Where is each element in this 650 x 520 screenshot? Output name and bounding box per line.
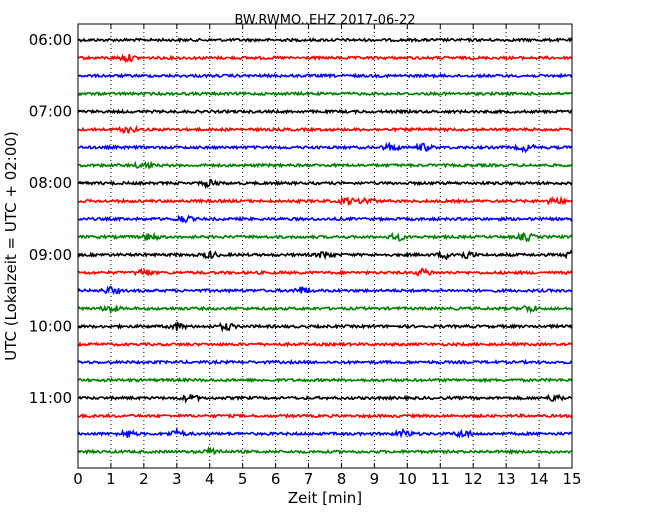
y-tick-label-3: 09:00 — [29, 246, 72, 264]
trace-1015 — [77, 341, 573, 348]
trace-0630 — [77, 72, 573, 80]
y-tick-label-5: 11:00 — [29, 389, 72, 407]
x-tick-label-4: 4 — [205, 470, 215, 488]
trace-0900 — [77, 249, 573, 261]
x-tick-label-9: 9 — [370, 470, 380, 488]
traces — [77, 37, 573, 456]
trace-0730 — [77, 141, 573, 154]
x-tick-label-14: 14 — [530, 470, 549, 488]
x-tick-label-6: 6 — [271, 470, 281, 488]
x-tick-label-3: 3 — [172, 470, 182, 488]
trace-1000 — [77, 321, 573, 333]
x-tick-label-8: 8 — [337, 470, 347, 488]
trace-0600 — [77, 37, 573, 44]
y-axis-label: UTC (Lokalzeit = UTC + 02:00) — [2, 131, 20, 361]
y-tick-label-1: 07:00 — [29, 103, 72, 121]
trace-0715 — [77, 124, 573, 134]
y-tick-label-2: 08:00 — [29, 174, 72, 192]
x-tick-label-7: 7 — [304, 470, 314, 488]
grid-lines — [110, 24, 540, 468]
chart-title: BW.RWMO..EHZ 2017-06-22 — [234, 13, 415, 28]
y-tick-label-0: 06:00 — [29, 31, 72, 49]
trace-0830 — [77, 214, 573, 224]
trace-1145 — [77, 445, 573, 456]
trace-0915 — [77, 267, 573, 277]
trace-0845 — [77, 231, 573, 243]
trace-1045 — [77, 377, 573, 384]
trace-0930 — [77, 285, 573, 296]
trace-0615 — [77, 53, 573, 64]
x-tick-label-10: 10 — [398, 470, 417, 488]
trace-0745 — [77, 160, 573, 170]
x-axis-ticks: 0 1 2 3 4 5 6 7 8 9 10 11 12 13 14 15 — [73, 24, 582, 488]
x-tick-label-12: 12 — [464, 470, 483, 488]
trace-0700 — [77, 108, 573, 115]
trace-1100 — [77, 393, 573, 404]
y-axis-ticks: 06:00 07:00 08:00 09:00 10:00 11:00 — [29, 31, 83, 407]
x-tick-label-1: 1 — [106, 470, 116, 488]
trace-0815 — [77, 195, 573, 206]
trace-0945 — [77, 304, 573, 315]
trace-1115 — [77, 412, 573, 420]
x-tick-label-0: 0 — [73, 470, 83, 488]
trace-0645 — [77, 90, 573, 97]
trace-1030 — [77, 358, 573, 366]
x-tick-label-13: 13 — [497, 470, 516, 488]
trace-1130 — [77, 426, 573, 439]
x-tick-label-11: 11 — [431, 470, 450, 488]
trace-0800 — [77, 179, 573, 190]
x-tick-label-15: 15 — [562, 470, 581, 488]
x-tick-label-2: 2 — [139, 470, 149, 488]
plot-frame — [77, 23, 573, 469]
x-tick-label-5: 5 — [238, 470, 248, 488]
y-tick-label-4: 10:00 — [29, 317, 72, 335]
x-axis-label: Zeit [min] — [288, 489, 362, 507]
